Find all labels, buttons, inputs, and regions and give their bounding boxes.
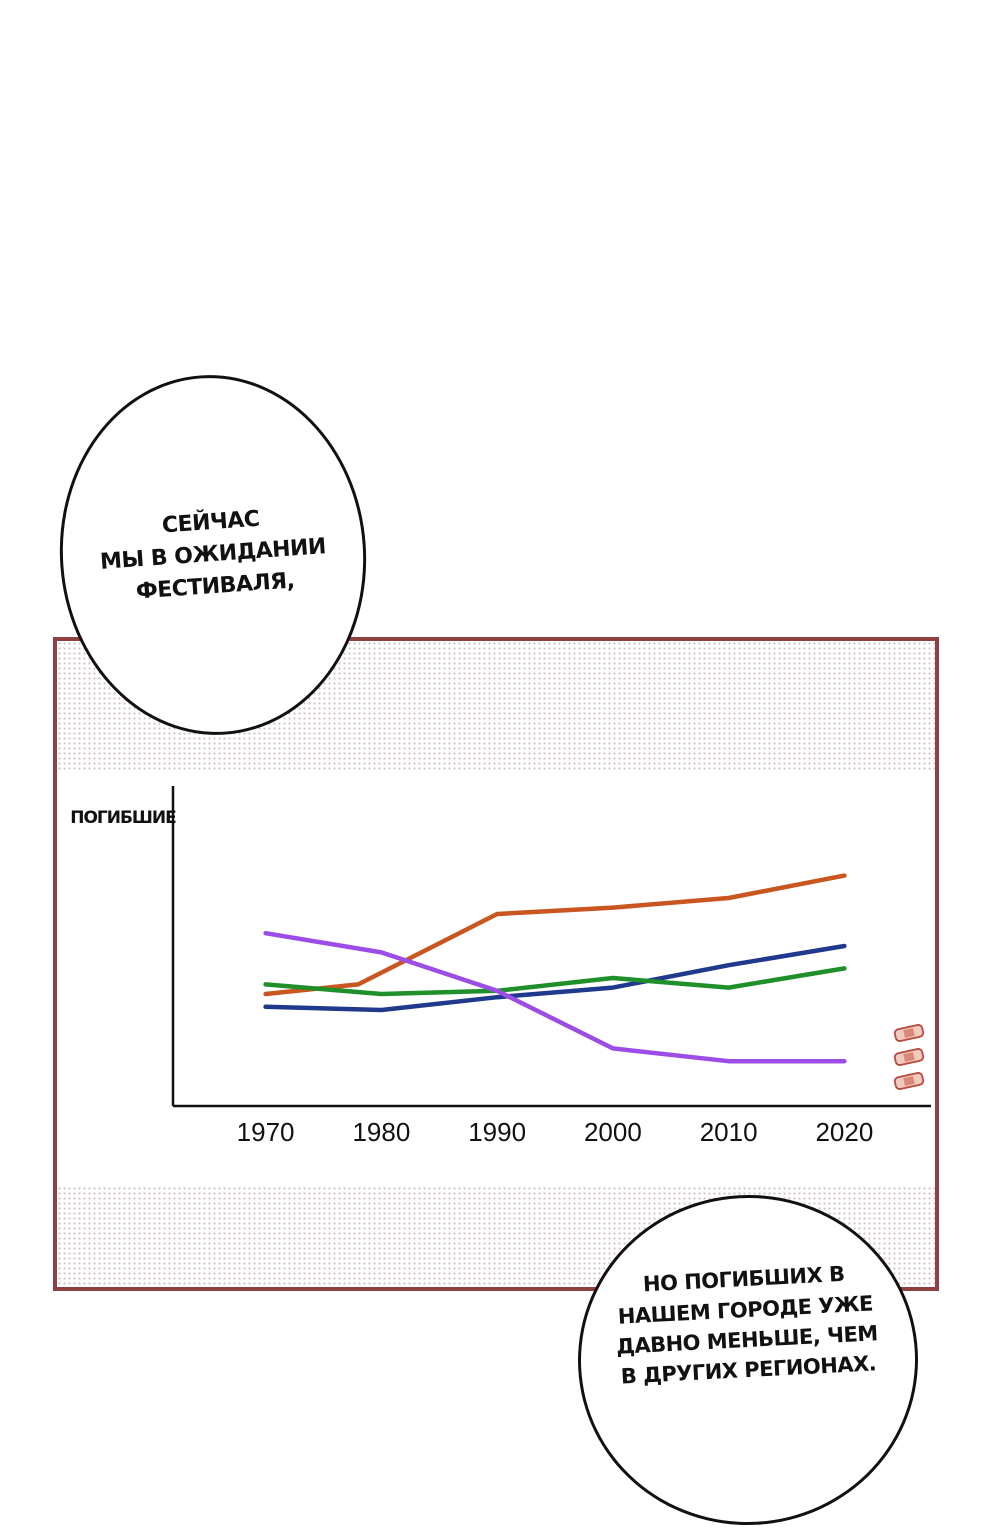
series-line-3 — [263, 966, 847, 997]
x-tick-label: 1970 — [237, 1117, 295, 1147]
x-tick-label: 1980 — [352, 1117, 410, 1147]
bandage-strip — [893, 1048, 925, 1066]
bandage-strip — [893, 1024, 925, 1042]
comic-panel: ПОГИБШИЕ 1970 1980 1990 2000 2010 2020 — [53, 637, 939, 1291]
bandage-doodle-icon — [893, 1024, 925, 1090]
x-tick-label: 2020 — [815, 1117, 873, 1147]
x-tick-label: 2010 — [700, 1117, 758, 1147]
x-tick-label: 2000 — [584, 1117, 642, 1147]
series-line-2 — [263, 943, 847, 1013]
chart-series — [263, 873, 847, 1064]
series-line-1 — [263, 873, 847, 997]
speech-text-bottom: НО ПОГИБШИХ В НАШЕМ ГОРОДЕ УЖЕ ДАВНО МЕН… — [615, 1261, 879, 1390]
line-chart: ПОГИБШИЕ 1970 1980 1990 2000 2010 2020 — [70, 786, 931, 1147]
speech-text-top: СЕЙЧАС МЫ В ОЖИДАНИИ ФЕСТИВАЛЯ, — [99, 506, 327, 605]
x-tick-labels: 1970 1980 1990 2000 2010 2020 — [237, 1117, 874, 1147]
chart-axes — [171, 786, 931, 1108]
bandage-strip — [893, 1072, 925, 1090]
x-tick-label: 1990 — [468, 1117, 526, 1147]
series-line-4 — [263, 930, 847, 1064]
y-axis-label: ПОГИБШИЕ — [70, 808, 176, 828]
